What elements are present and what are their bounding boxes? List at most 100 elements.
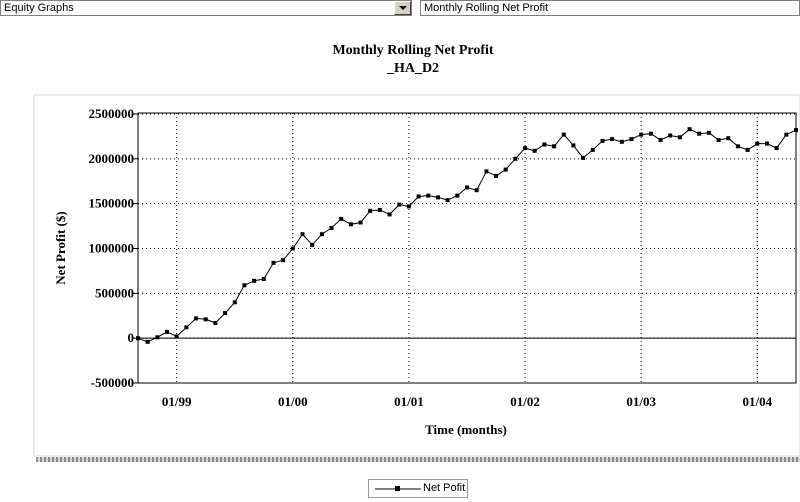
x-tick-label: 01/04: [742, 394, 772, 409]
data-point: [242, 283, 247, 288]
data-point: [445, 198, 450, 203]
data-point: [668, 133, 673, 138]
legend: Net Pofit: [368, 479, 468, 498]
graph-type-dropdown-button[interactable]: [394, 1, 411, 15]
data-point: [706, 130, 711, 135]
x-tick-label: 01/03: [626, 394, 656, 409]
data-point: [600, 138, 605, 143]
y-tick-label: 500000: [95, 285, 134, 300]
data-point: [397, 202, 402, 207]
data-point: [794, 128, 798, 133]
data-point: [387, 212, 392, 217]
data-point: [203, 317, 208, 322]
chart-frame: [33, 94, 800, 457]
data-point: [310, 242, 315, 247]
data-point: [765, 141, 769, 146]
data-point: [774, 146, 779, 151]
data-point: [271, 260, 276, 265]
graph-name-field[interactable]: Monthly Rolling Net Profit: [420, 0, 800, 16]
y-tick-label: 1000000: [89, 241, 135, 256]
x-tick-label: 01/01: [394, 394, 424, 409]
toolbar: Equity Graphs Monthly Rolling Net Profit: [0, 0, 800, 18]
data-point: [455, 193, 460, 198]
data-point: [619, 139, 624, 144]
data-point: [494, 173, 498, 178]
data-point: [639, 132, 644, 137]
data-point: [261, 277, 266, 281]
data-point: [784, 132, 789, 137]
data-point: [184, 325, 189, 330]
data-point: [513, 156, 518, 161]
data-point: [503, 167, 508, 172]
data-point: [590, 147, 595, 152]
data-point: [281, 258, 286, 263]
data-point: [136, 336, 140, 341]
legend-entry-net-profit: Net Pofit: [423, 482, 466, 494]
data-point: [377, 207, 382, 212]
data-point: [252, 278, 257, 283]
chevron-down-icon: [399, 6, 407, 10]
data-point: [677, 135, 682, 140]
data-point: [571, 143, 576, 148]
data-point: [232, 300, 237, 305]
data-point: [319, 232, 324, 237]
data-point: [348, 222, 353, 227]
y-tick-label: 2500000: [89, 106, 135, 121]
y-axis-label: Net Profit ($): [53, 211, 68, 284]
x-tick-label: 01/02: [510, 394, 540, 409]
data-point: [581, 155, 586, 160]
data-point: [726, 136, 731, 141]
data-point: [436, 195, 440, 200]
data-point: [716, 138, 721, 142]
data-point: [755, 141, 760, 146]
data-point: [745, 147, 750, 152]
series-markers: [136, 127, 798, 344]
x-tick-label: 01/99: [162, 394, 192, 409]
data-point: [465, 185, 469, 190]
data-point: [329, 225, 334, 230]
y-tick-label: 2000000: [89, 151, 135, 166]
data-point: [735, 144, 740, 149]
data-point: [155, 335, 160, 340]
y-tick-label: -500000: [91, 375, 134, 390]
data-point: [610, 137, 615, 142]
x-tick-label: 01/00: [278, 394, 308, 409]
chart: Monthly Rolling Net Profit _HA_D2 -50000…: [33, 43, 800, 457]
chart-title: Monthly Rolling Net Profit: [332, 43, 493, 58]
data-point: [368, 208, 373, 213]
x-axis-label: Time (months): [425, 422, 507, 437]
data-point: [532, 148, 537, 153]
x-axis-ticks: 01/99 01/00 01/01 01/02 01/03 01/04: [162, 394, 773, 409]
graph-name-value: Monthly Rolling Net Profit: [424, 2, 549, 14]
data-point: [223, 311, 228, 316]
data-point: [474, 188, 479, 193]
data-point: [406, 204, 411, 209]
data-point: [165, 329, 169, 334]
data-point: [426, 193, 431, 198]
data-point: [484, 169, 489, 174]
legend-swatch: [375, 486, 421, 491]
data-point: [687, 127, 692, 132]
data-point: [213, 320, 218, 325]
graph-type-value: Equity Graphs: [4, 2, 74, 14]
y-tick-label: 1500000: [89, 196, 135, 211]
data-point: [145, 339, 150, 344]
data-point: [523, 146, 528, 151]
data-point: [358, 220, 363, 225]
y-axis-ticks: -500000 0 500000 1000000 1500000 2000000 25000…: [89, 106, 138, 390]
data-point: [416, 194, 421, 199]
data-point: [174, 334, 179, 339]
graph-type-select[interactable]: Equity Graphs: [0, 0, 412, 16]
data-point: [561, 132, 566, 137]
data-point: [194, 316, 199, 321]
data-point: [290, 246, 295, 251]
data-point: [552, 144, 557, 149]
data-point: [658, 138, 663, 142]
data-point: [339, 216, 344, 221]
chart-frame-shadow: [36, 457, 800, 462]
data-point: [648, 131, 653, 136]
chart-subtitle: _HA_D2: [386, 61, 439, 76]
data-point: [542, 142, 547, 147]
data-point: [629, 137, 634, 142]
data-point: [300, 232, 305, 237]
